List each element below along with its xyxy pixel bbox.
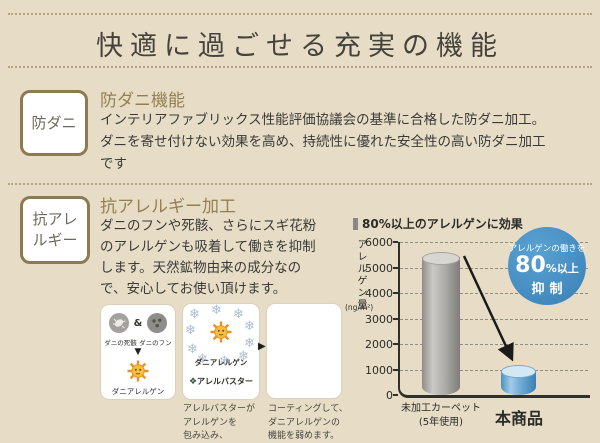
allerbuster-logo: ❖アレルバスター — [183, 376, 259, 387]
snowflake-icon: ❄ — [189, 307, 200, 322]
y-tick-mark — [393, 343, 398, 345]
snowflake-icon: ❄ — [187, 342, 198, 357]
y-tick-label: 5000 — [365, 261, 393, 275]
header-dotted-rule-top — [8, 13, 592, 15]
y-tick-mark — [393, 241, 398, 243]
y-tick-label: 2000 — [365, 338, 393, 351]
diagram-step3-box — [266, 303, 342, 399]
y-tick-mark — [393, 394, 398, 396]
page-title: 快適に過ごせる充実の機能 — [96, 31, 504, 62]
allergen-label: ダニアレルゲン — [194, 358, 248, 367]
y-axis-label: アレルゲン量 — [355, 239, 366, 311]
badge-action-text: 抑制 — [531, 282, 568, 297]
badge-percent: 80%以上 — [515, 253, 579, 278]
gridline — [400, 242, 588, 243]
x-label-unprocessed: 未加工カーペット (5年使用) — [401, 403, 481, 428]
snowflake-icon: ❄ — [219, 354, 230, 369]
snowflake-icon: ❄ — [185, 323, 196, 338]
x-label-this-product: 本商品 — [494, 409, 543, 428]
anti-allergy-badge: 抗アレ ルギー — [20, 196, 90, 264]
dropping-label: ダニのフン — [139, 339, 172, 347]
anti-mite-heading: 防ダニ機能 — [100, 91, 185, 111]
carcass-label: ダニの死骸 — [104, 339, 137, 347]
y-tick-label: 1000 — [365, 363, 393, 377]
header-dotted-rule-bottom — [8, 66, 592, 68]
snowflake-icon: ❄ — [238, 349, 249, 364]
bar-unprocessed-carpet — [422, 252, 460, 395]
chart-axes — [398, 242, 590, 398]
anti-mite-badge: 防ダニ — [20, 90, 88, 156]
y-tick-mark — [393, 317, 398, 320]
allerbuster-label: アレルバスター — [197, 377, 254, 386]
ampersand-label: & — [133, 317, 143, 329]
y-tick-label: 0 — [386, 389, 393, 402]
reduction-rate-badge: アレルゲンの働きを 80%以上 抑制 — [508, 227, 586, 305]
mite-carcass-icon — [109, 313, 129, 333]
mite-debris-icons: & — [109, 313, 167, 333]
y-tick-label: 4000 — [365, 287, 393, 300]
chart-title: 80%以上のアレルゲンに効果 — [353, 215, 523, 232]
anti-allergy-heading: 抗アレルギー加工 — [100, 197, 236, 217]
down-arrow-icon: ▼ — [134, 347, 142, 357]
allerbuster-logo-icon: ❖ — [188, 377, 198, 387]
right-arrow-icon: ▶ — [258, 341, 266, 352]
y-tick-label: 6000 — [365, 236, 393, 249]
y-axis-unit: (ng/m²) — [345, 303, 374, 312]
allergen-icon — [127, 360, 149, 382]
snowflake-icon: ❄ — [244, 319, 255, 334]
allergen-icon — [210, 321, 232, 343]
debris-labels: ダニの死骸 ダニのフン — [103, 337, 173, 347]
mite-dropping-icon — [146, 313, 167, 333]
snowflake-icon: ❄ — [211, 303, 222, 318]
anti-mite-body: インテリアファブリックス性能評価協議会の基準に合格した防ダニ加工。 ダニを寄せ付… — [100, 112, 546, 172]
snowflake-icon: ❄ — [233, 307, 244, 322]
snowflake-icon: ❄ — [197, 352, 208, 367]
allergen-label: ダニアレルゲン — [111, 387, 165, 396]
step2-caption: アレルバスターが アレルゲンを 包み込み、 — [183, 404, 256, 441]
badge-lead-text: アレルゲンの働きを — [508, 244, 586, 254]
diagram-step2-box: ❄ ❄ ❄ ❄ ❄ ❄ ❄ ❄ ❄ ❄ ダニアレルゲン ❖アレルバスター — [182, 303, 260, 400]
allergen-bar-chart: 80%以上のアレルゲンに効果 アレルゲン量 (ng/m²) 0 1000 2000 3… — [345, 195, 600, 443]
anti-allergy-body: ダニのフンや死骸、さらにスギ花粉 のアレルゲンも吸着して働きを抑制 します。天然… — [100, 218, 317, 297]
snowflake-icon: ❄ — [244, 336, 255, 351]
diagram-step1-box: & ダニの死骸 ダニのフン ▼ ダニアレルゲン — [100, 304, 176, 400]
y-tick-mark — [393, 368, 398, 371]
bar-this-product — [501, 364, 536, 395]
gridline — [400, 369, 588, 371]
y-tick-mark — [393, 266, 398, 269]
chart-title-mark-icon — [353, 217, 358, 230]
step3-caption: コーティングして、 ダニアレルゲンの 機能を弱めます。 — [268, 404, 348, 441]
y-tick-mark — [393, 292, 398, 294]
y-tick-label: 3000 — [365, 312, 393, 326]
section-divider — [8, 183, 592, 185]
